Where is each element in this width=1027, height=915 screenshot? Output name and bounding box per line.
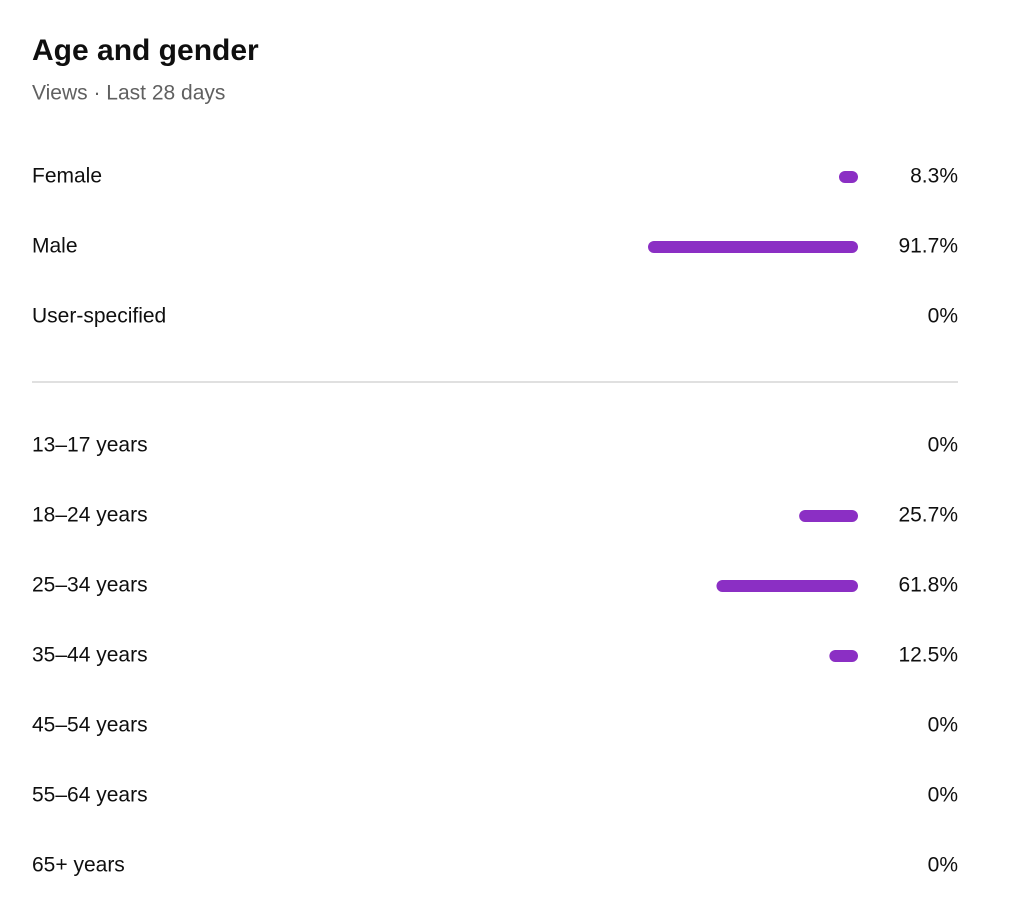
row-label: 55–64 years: [32, 784, 148, 807]
value-label: 61.8%: [898, 574, 958, 597]
row-label: 13–17 years: [32, 434, 148, 457]
value-label: 8.3%: [910, 165, 958, 188]
card-subtitle: Views · Last 28 days: [32, 82, 225, 105]
card-title: Age and gender: [32, 34, 259, 67]
value-label: 0%: [928, 434, 958, 457]
value-label: 0%: [928, 854, 958, 877]
row-label: 35–44 years: [32, 644, 148, 667]
value-label: 12.5%: [898, 644, 958, 667]
row-label: 18–24 years: [32, 504, 148, 527]
bar: [716, 580, 858, 592]
bar: [648, 241, 858, 253]
row-label: Female: [32, 165, 102, 188]
row-label: Male: [32, 235, 78, 258]
row-label: 45–54 years: [32, 714, 148, 737]
value-label: 91.7%: [898, 235, 958, 258]
value-label: 0%: [928, 305, 958, 328]
row-label: 25–34 years: [32, 574, 148, 597]
value-label: 0%: [928, 714, 958, 737]
value-label: 25.7%: [898, 504, 958, 527]
bar: [829, 650, 858, 662]
row-label: User-specified: [32, 305, 166, 328]
bar: [799, 510, 858, 522]
bar: [838, 171, 858, 183]
row-label: 65+ years: [32, 854, 125, 877]
value-label: 0%: [928, 784, 958, 807]
